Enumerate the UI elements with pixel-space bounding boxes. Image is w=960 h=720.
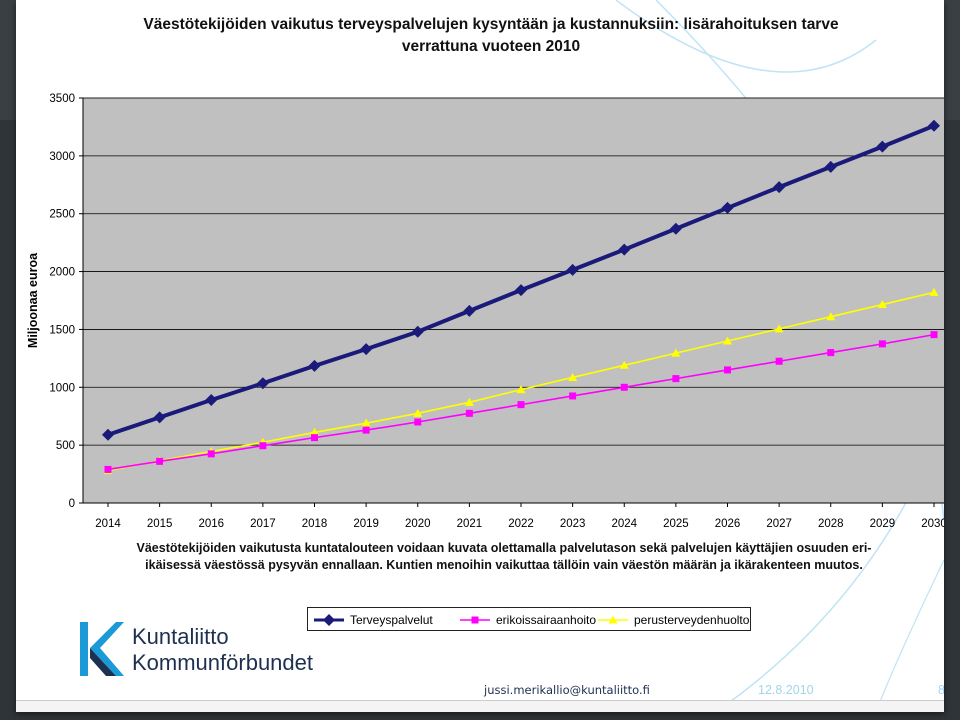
data-point-2 — [671, 348, 681, 357]
data-point-2 — [310, 427, 319, 436]
data-point-0 — [256, 377, 269, 390]
kuntaliitto-logo: Kuntaliitto Kommunförbundet — [76, 618, 336, 684]
y-tick-label: 2000 — [49, 267, 75, 279]
data-point-1 — [724, 366, 731, 374]
data-point-0 — [566, 263, 579, 276]
kuntaliitto-logo-mark — [80, 622, 124, 676]
data-point-1 — [930, 331, 938, 339]
data-point-2 — [826, 312, 836, 321]
data-point-1 — [362, 426, 370, 434]
data-point-0 — [308, 359, 321, 372]
data-point-2 — [413, 408, 423, 417]
footer-email[interactable]: jussi.merikallio@kuntaliitto.fi — [484, 683, 650, 697]
legend-entries: Terveyspalvelut erikoissairaanhoito perust… — [314, 613, 750, 627]
x-tick-label: 2015 — [147, 518, 173, 530]
y-tick-label: 0 — [69, 498, 75, 510]
x-tick-label: 2018 — [302, 518, 328, 530]
page-number: 8 — [938, 683, 944, 697]
chart-title: Väestötekijöiden vaikutus terveyspalvelu… — [143, 16, 839, 55]
data-point-0 — [669, 222, 682, 235]
data-point-2 — [464, 397, 474, 406]
x-tick-label: 2017 — [250, 518, 276, 530]
y-tick-label: 1000 — [49, 382, 75, 394]
data-point-1 — [311, 434, 318, 442]
data-point-1 — [878, 340, 886, 348]
data-point-0 — [618, 243, 631, 256]
x-tick-label: 2019 — [353, 518, 379, 530]
data-point-0 — [463, 304, 476, 317]
data-point-1 — [620, 383, 628, 391]
logo-line-1: Kuntaliitto — [132, 624, 229, 649]
data-point-0 — [824, 160, 837, 173]
data-point-1 — [207, 450, 215, 458]
x-tick-label: 2024 — [611, 518, 637, 530]
data-point-2 — [619, 360, 629, 369]
y-axis-label: Miljoonaa euroa — [26, 252, 40, 348]
data-point-2 — [516, 385, 526, 394]
data-point-0 — [411, 325, 424, 338]
x-tick-label: 2023 — [560, 518, 586, 530]
x-tick-label: 2025 — [663, 518, 689, 530]
legend-label-0: Terveyspalvelut — [350, 613, 433, 627]
data-point-1 — [672, 375, 680, 383]
x-tick-label: 2021 — [457, 518, 483, 530]
x-tick-label: 2014 — [95, 518, 121, 530]
slide-bottom-bar — [16, 700, 944, 712]
data-point-2 — [568, 372, 578, 381]
y-tick-label: 3000 — [49, 151, 75, 163]
x-tick-label: 2030 — [921, 518, 944, 530]
data-point-1 — [569, 392, 577, 400]
data-point-2 — [774, 324, 784, 333]
x-tick-label: 2029 — [870, 518, 896, 530]
data-point-0 — [721, 201, 734, 214]
x-tick-label: 2022 — [508, 518, 534, 530]
data-point-1 — [465, 409, 473, 417]
y-tick-label: 1500 — [49, 324, 75, 336]
data-point-0 — [876, 140, 889, 153]
y-tick-label: 500 — [56, 440, 75, 452]
data-point-0 — [102, 428, 114, 441]
data-point-0 — [205, 394, 218, 407]
data-point-2 — [361, 418, 371, 427]
x-tick-label: 2026 — [715, 518, 741, 530]
data-point-0 — [360, 343, 373, 356]
plot-area — [82, 97, 944, 504]
data-point-2 — [929, 287, 939, 296]
logo-line-2: Kommunförbundet — [132, 650, 313, 675]
slide: Väestötekijöiden vaikutus terveyspalvelu… — [16, 0, 944, 712]
data-point-0 — [773, 181, 786, 194]
x-tick-label: 2020 — [405, 518, 431, 530]
legend-label-2: perusterveydenhuolto — [634, 613, 750, 627]
legend-marker-2 — [608, 615, 618, 624]
data-point-0 — [928, 119, 940, 132]
data-point-1 — [517, 401, 525, 409]
data-point-2 — [723, 336, 732, 345]
footer-date: 12.8.2010 — [758, 683, 814, 697]
x-tick-label: 2027 — [766, 518, 792, 530]
chart-caption: Väestötekijöiden vaikutusta kuntataloute… — [136, 541, 872, 572]
data-point-0 — [153, 411, 166, 424]
data-point-1 — [414, 418, 422, 426]
y-tick-label: 3500 — [49, 93, 75, 105]
data-point-1 — [827, 349, 835, 357]
chart-legend: Terveyspalvelut erikoissairaanhoito perust… — [307, 607, 751, 631]
data-point-1 — [775, 357, 783, 365]
legend-marker-1 — [471, 616, 479, 624]
data-point-0 — [515, 284, 527, 297]
line-chart: 0 500 1000 1500 2000 2500 3000 3500 2014 2015 2016… — [26, 93, 944, 530]
x-tick-label: 2016 — [198, 518, 224, 530]
y-tick-label: 2500 — [49, 209, 75, 221]
data-point-1 — [259, 442, 267, 450]
legend-label-1: erikoissairaanhoito — [496, 613, 596, 627]
data-point-2 — [877, 300, 887, 309]
x-tick-label: 2028 — [818, 518, 844, 530]
data-point-1 — [156, 457, 164, 465]
data-point-1 — [104, 465, 112, 473]
legend-marker-0 — [323, 614, 335, 626]
